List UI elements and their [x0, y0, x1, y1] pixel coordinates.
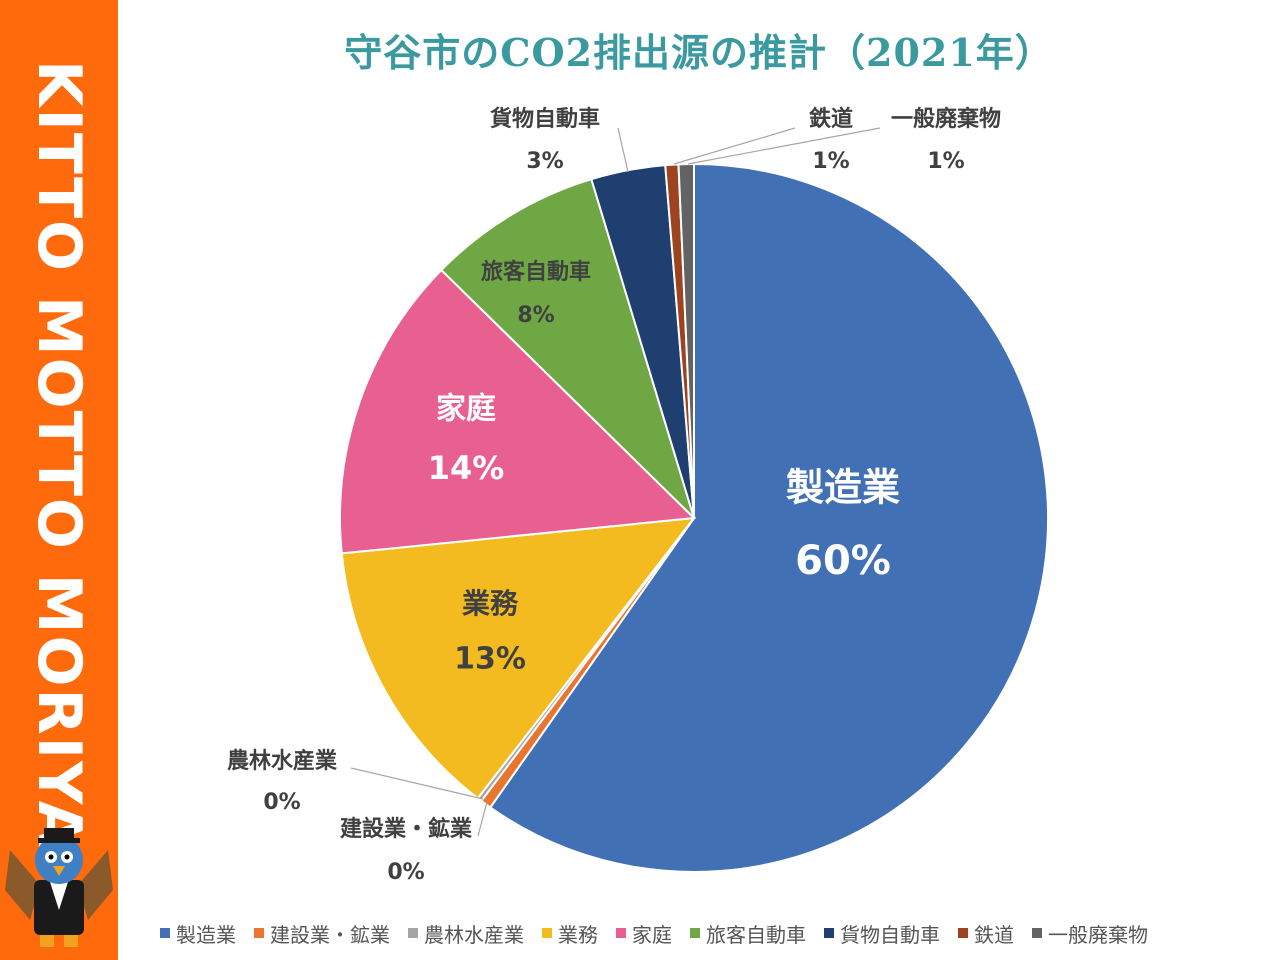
legend-label: 貨物自動車 [840, 922, 940, 947]
legend-label: 旅客自動車 [706, 922, 806, 947]
slice-percent-label: 13% [454, 642, 526, 677]
pie-slice-6 [439, 177, 695, 519]
leader-line-3 [350, 767, 484, 800]
slice-percent-label: 8% [517, 303, 554, 328]
slice-category-label: 農林水産業 [227, 748, 338, 774]
legend-swatch [616, 928, 626, 938]
legend-item: 旅客自動車 [690, 919, 806, 948]
slice-category-label: 一般廃棄物 [891, 106, 1001, 132]
leader-line-9 [687, 127, 881, 165]
slice-percent-label: 0% [263, 790, 300, 815]
slice-percent-label: 60% [795, 538, 891, 584]
legend-label: 一般廃棄物 [1048, 922, 1148, 947]
slice-category-label: 製造業 [786, 466, 900, 510]
legend-label: 家庭 [632, 922, 672, 947]
legend-swatch [254, 928, 264, 938]
legend-item: 家庭 [616, 919, 672, 948]
slice-percent-label: 0% [387, 860, 424, 885]
slice-category-label: 家庭 [436, 392, 496, 427]
legend-swatch [824, 928, 834, 938]
leader-line-2 [477, 801, 488, 837]
legend-item: 農林水産業 [408, 919, 524, 948]
legend-swatch [160, 928, 170, 938]
slice-percent-label: 1% [812, 149, 849, 174]
slice-category-label: 業務 [462, 587, 519, 620]
pie-slice-5 [339, 268, 697, 555]
legend-label: 農林水産業 [424, 922, 524, 947]
pie-chart: 製造業 60% 建設業・鉱業 0% 農林水産業 0% 業務 13% 家庭 14% 旅客自動車 8% 貨物… [227, 106, 1049, 885]
legend-item: 業務 [542, 919, 598, 948]
legend-label: 鉄道 [974, 922, 1014, 947]
legend-item: 貨物自動車 [824, 919, 940, 948]
slice-category-label: 貨物自動車 [490, 106, 600, 132]
leader-line-7 [617, 127, 629, 173]
pie-slice-1 [488, 162, 1049, 873]
pie-slice-9 [677, 162, 695, 519]
legend-item: 一般廃棄物 [1032, 919, 1148, 948]
mascot-illustration [5, 828, 113, 947]
slice-percent-label: 14% [428, 449, 505, 487]
legend-swatch [1032, 928, 1042, 938]
slice-percent-label: 1% [927, 149, 964, 174]
legend-item: 建設業・鉱業 [254, 919, 390, 948]
leader-line-8 [673, 127, 796, 165]
slice-percent-label: 3% [526, 149, 563, 174]
legend-label: 業務 [558, 922, 598, 947]
legend-label: 製造業 [176, 922, 236, 947]
brand-logo-text: KITTO MOTTO MORIYA [24, 60, 94, 850]
legend-label: 建設業・鉱業 [270, 922, 390, 947]
legend-item: 製造業 [160, 919, 236, 948]
legend-swatch [542, 928, 552, 938]
legend-swatch [408, 928, 418, 938]
legend-swatch [958, 928, 968, 938]
slice-category-label: 建設業・鉱業 [340, 816, 473, 842]
chart-title: 守谷市のCO2排出源の推計（2021年） [344, 30, 1054, 75]
slice-category-label: 鉄道 [809, 106, 853, 132]
slice-category-label: 旅客自動車 [481, 259, 591, 285]
pie-slice-4 [340, 516, 697, 800]
sidebar: KITTO MOTTO MORIYA [0, 0, 118, 960]
legend-item: 鉄道 [958, 919, 1014, 948]
chart-legend: 製造業 建設業・鉱業 農林水産業 業務 家庭 旅客自動車 貨物自動車 鉄道 一般廃棄物 [160, 918, 1148, 948]
legend-swatch [690, 928, 700, 938]
